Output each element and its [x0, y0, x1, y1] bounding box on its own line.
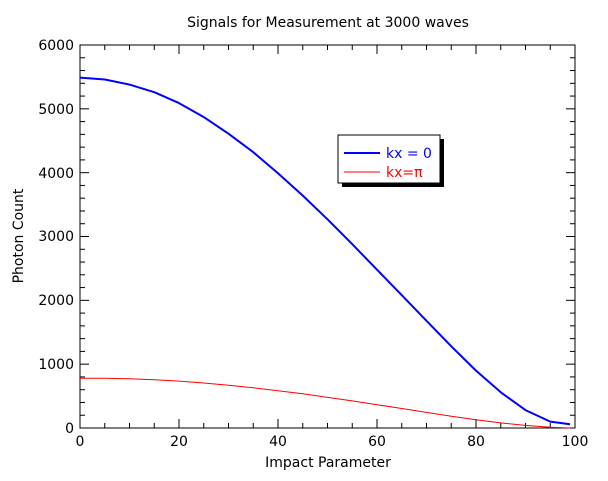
y-tick-label: 5000	[38, 102, 74, 118]
y-tick-label: 4000	[38, 166, 74, 182]
legend-label-kxpi: kx=π	[386, 165, 423, 181]
y-axis-tick-labels: 0 1000 2000 3000 4000 5000 6000	[38, 38, 74, 437]
y-tick-label: 2000	[38, 293, 74, 309]
y-tick-label: 0	[65, 421, 74, 437]
x-tick-label: 40	[269, 434, 287, 450]
x-tick-label: 0	[76, 434, 85, 450]
axis-ticks	[79, 44, 576, 429]
plot-frame	[79, 44, 576, 429]
x-axis-tick-labels: 0 20 40 60 80 100	[76, 434, 589, 450]
y-axis-label: Photon Count	[11, 188, 27, 283]
legend: kx = 0 kx=π	[337, 134, 444, 187]
legend-label-kx0: kx = 0	[386, 146, 432, 162]
series-line-kxpi	[79, 377, 571, 429]
x-tick-label: 20	[170, 434, 188, 450]
x-tick-label: 100	[562, 434, 589, 450]
x-axis-label: Impact Parameter	[265, 455, 391, 471]
y-tick-label: 1000	[38, 357, 74, 373]
x-tick-label: 60	[368, 434, 386, 450]
series-layer	[79, 76, 571, 429]
chart-title: Signals for Measurement at 3000 waves	[187, 15, 469, 31]
x-tick-label: 80	[467, 434, 485, 450]
y-tick-label: 3000	[38, 229, 74, 245]
series-line-kx0	[79, 76, 571, 426]
y-tick-label: 6000	[38, 38, 74, 54]
legend-box	[337, 134, 441, 184]
